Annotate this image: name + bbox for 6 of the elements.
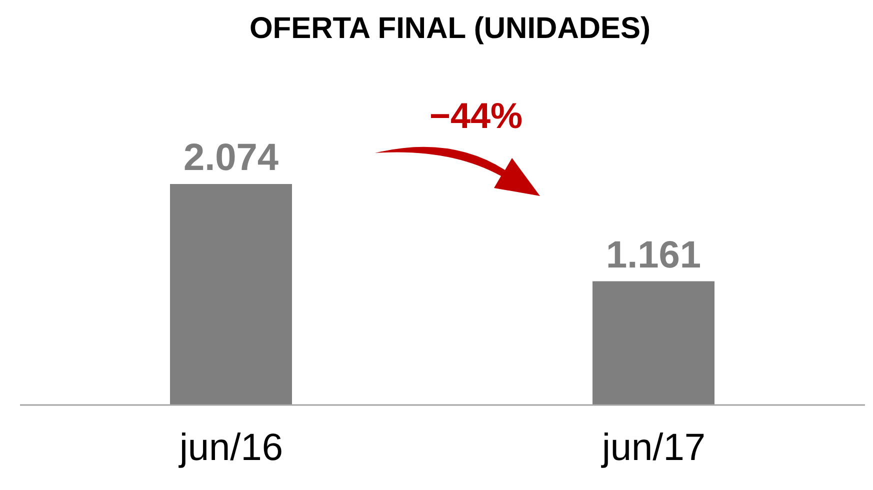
- text: −44%: [429, 95, 523, 136]
- x-tick-label: jun/16: [178, 426, 284, 469]
- x-tick-label: jun/17: [600, 426, 706, 469]
- data-label: 2.074: [183, 136, 279, 179]
- chart-title: OFERTA FINAL (UNIDADES): [248, 12, 652, 46]
- data-label: 1.161: [606, 234, 702, 276]
